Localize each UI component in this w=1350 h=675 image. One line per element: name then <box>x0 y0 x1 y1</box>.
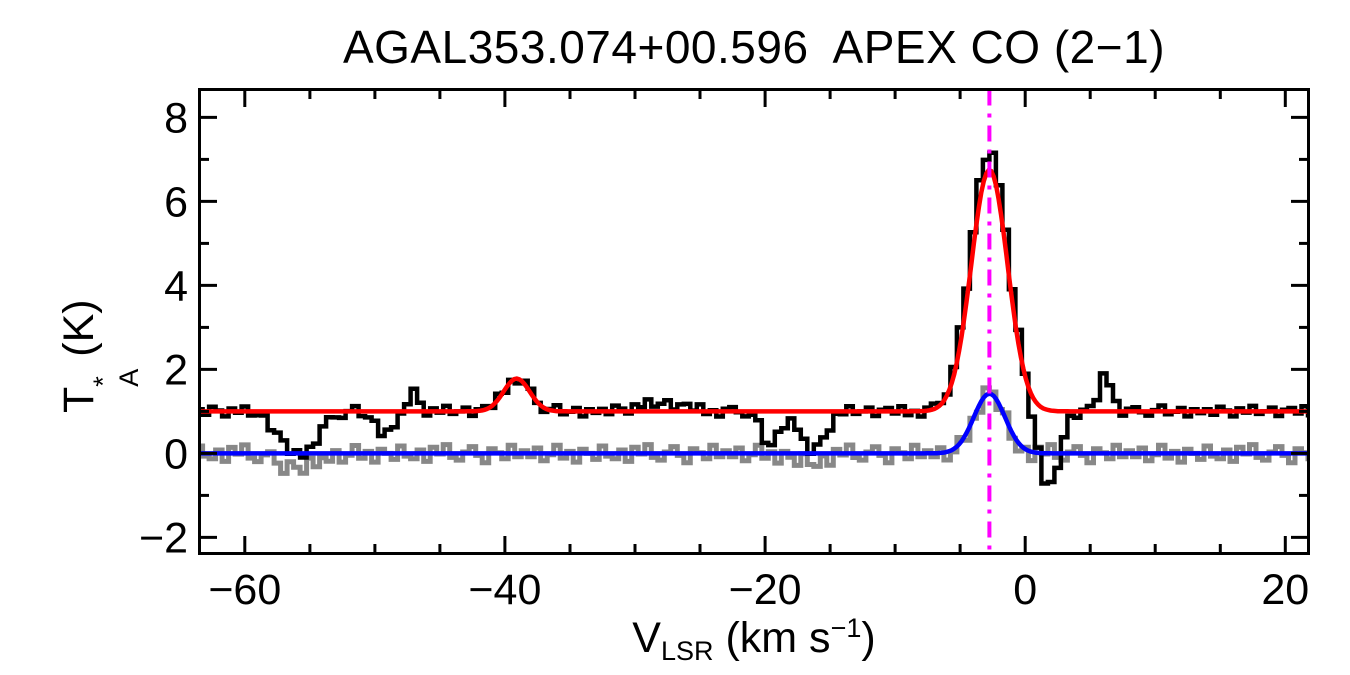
x-tick-label: −60 <box>208 566 281 614</box>
plot-title: AGAL353.074+00.596 APEX CO (2−1) <box>342 21 1166 73</box>
gaussian-fit-residual <box>199 391 1309 456</box>
x-label-exponent: −1 <box>830 613 862 643</box>
y-axis-label: T * A (K) <box>55 299 145 413</box>
x-tick-label: −20 <box>729 566 802 614</box>
y-tick-label: −2 <box>139 514 188 562</box>
y-label-scripts: * A <box>88 368 145 387</box>
y-tick-label: 0 <box>164 430 188 478</box>
y-tick-label: 2 <box>164 346 188 394</box>
x-tick-label: −40 <box>468 566 541 614</box>
y-label-superscript: * <box>88 376 119 387</box>
plot-frame <box>198 88 1310 555</box>
x-tick-label: 0 <box>1013 566 1037 614</box>
gaussian-fit-offset <box>199 167 1309 414</box>
x-label-base: V <box>632 613 661 662</box>
observed-spectrum-offset <box>199 150 1309 486</box>
plot-data <box>199 150 1309 486</box>
residual-spectrum <box>199 385 1309 476</box>
x-label-subscript: LSR <box>660 635 714 666</box>
y-tick-label: 8 <box>164 94 188 142</box>
y-tick-label: 6 <box>164 178 188 226</box>
x-axis-label: VLSR (km s−1) <box>198 613 1310 667</box>
x-label-units: (km s <box>713 613 831 662</box>
y-label-base: T <box>55 386 103 413</box>
y-tick-label: 4 <box>164 262 188 310</box>
y-label-units: (K) <box>55 299 103 369</box>
x-label-close: ) <box>861 613 876 662</box>
y-label-subscript: A <box>114 368 145 387</box>
x-tick-label: 20 <box>1261 566 1309 614</box>
